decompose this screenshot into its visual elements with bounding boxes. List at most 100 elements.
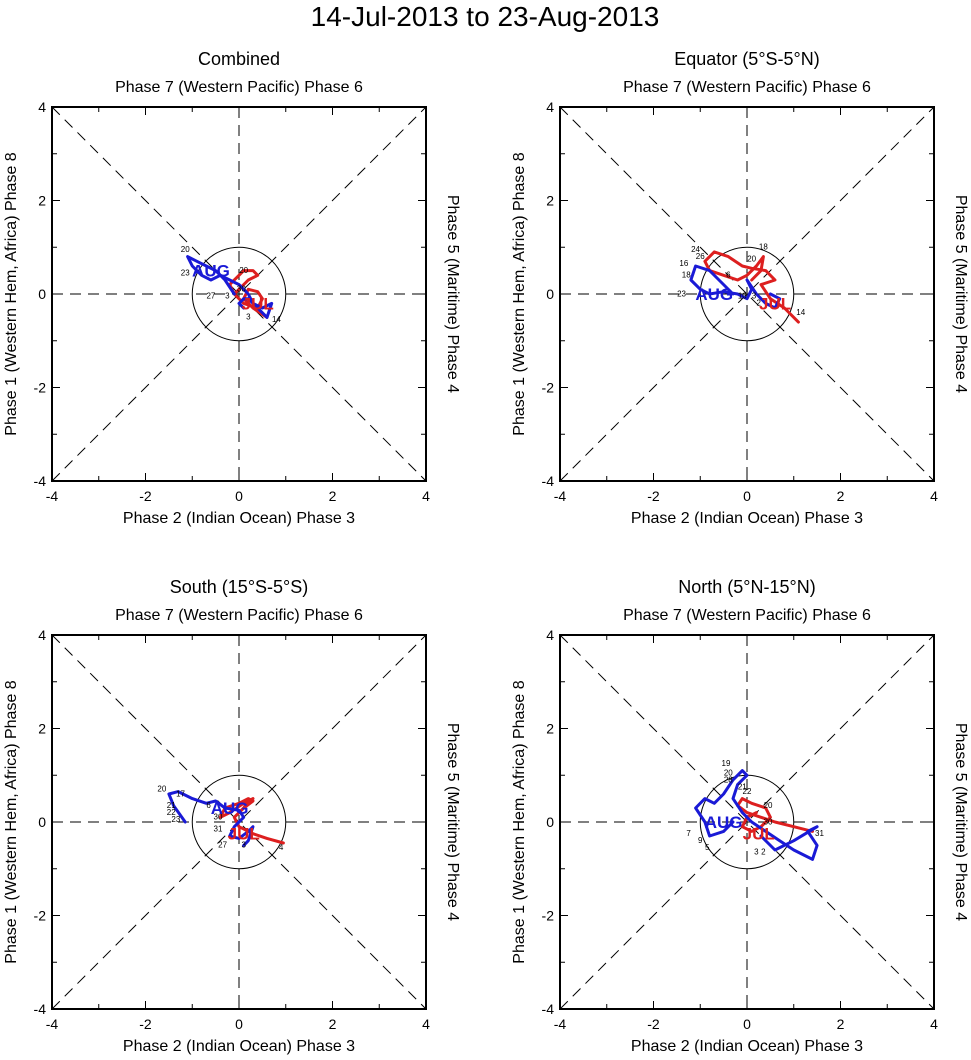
day-label: 30 — [764, 817, 773, 826]
top-phase-label: Phase 7 (Western Pacific) Phase 6 — [623, 607, 871, 624]
chart-panel: Equator (5°S-5°N) Phase 7 (Western Pacifi… — [511, 49, 969, 527]
month-label-jul: JUL — [228, 825, 260, 844]
phase-divider-diagonal — [51, 634, 427, 1010]
day-label: 31 — [214, 824, 223, 833]
x-tick-label: 0 — [743, 1016, 751, 1032]
day-label: 27 — [218, 841, 227, 850]
panel-title: South (15°S-5°S) — [170, 577, 308, 597]
x-tick-label: -4 — [46, 488, 59, 504]
day-label: 31 — [815, 829, 824, 838]
phase-divider-diagonal — [559, 106, 935, 482]
day-label: 23 — [181, 268, 190, 277]
y-tick-label: -2 — [542, 908, 555, 924]
day-label: 20 — [239, 266, 248, 275]
chart-panel: North (5°N-15°N) Phase 7 (Western Pacific… — [511, 577, 969, 1055]
top-phase-label: Phase 7 (Western Pacific) Phase 6 — [115, 607, 363, 624]
left-phase-label: Phase 1 (Western Hem, Africa) Phase 8 — [3, 680, 20, 963]
x-tick-label: 4 — [422, 1016, 430, 1032]
day-label: 3 — [246, 313, 251, 322]
top-phase-label: Phase 7 (Western Pacific) Phase 6 — [623, 79, 871, 96]
y-tick-label: -4 — [542, 473, 555, 489]
day-label: 18 — [759, 243, 768, 252]
day-label: 23 — [677, 289, 686, 298]
chart-panel: Combined Phase 7 (Western Pacific) Phase … — [3, 49, 461, 527]
day-label: 20 — [181, 245, 190, 254]
x-tick-label: 4 — [930, 1016, 938, 1032]
month-label-jul: JUL — [743, 825, 775, 844]
day-label: 2 — [761, 848, 766, 857]
y-tick-label: -4 — [542, 1001, 555, 1017]
x-tick-label: -4 — [554, 488, 567, 504]
y-tick-label: -2 — [34, 908, 47, 924]
day-label: 6 — [206, 801, 211, 810]
y-tick-label: -4 — [34, 1001, 47, 1017]
right-phase-label: Phase 5 (Maritime) Phase 4 — [444, 723, 461, 921]
day-label: 20 — [724, 768, 733, 777]
bottom-phase-label: Phase 2 (Indian Ocean) Phase 3 — [123, 1038, 355, 1055]
y-tick-label: 0 — [546, 286, 554, 302]
y-tick-label: -4 — [34, 473, 47, 489]
day-label: 18 — [682, 271, 691, 280]
day-label: 3 — [241, 841, 246, 850]
x-tick-label: -2 — [139, 1016, 152, 1032]
day-label: 4 — [279, 843, 284, 852]
x-tick-label: 0 — [235, 1016, 243, 1032]
bottom-phase-label: Phase 2 (Indian Ocean) Phase 3 — [631, 1038, 863, 1055]
month-label-aug: AUG — [211, 799, 249, 818]
amplitude-one-circle — [191, 774, 287, 870]
day-label: 2 — [756, 299, 761, 308]
phase-divider-diagonal — [559, 106, 935, 482]
phase-divider-diagonal — [51, 106, 427, 482]
panels: Combined Phase 7 (Western Pacific) Phase … — [3, 49, 969, 1055]
left-phase-label: Phase 1 (Western Hem, Africa) Phase 8 — [511, 152, 528, 435]
day-label: 24 — [691, 245, 700, 254]
day-label: 3 — [754, 848, 759, 857]
panel-title: Equator (5°S-5°N) — [674, 49, 819, 69]
series-line-jul — [736, 797, 814, 833]
y-tick-label: 4 — [546, 99, 554, 115]
series-line-aug — [689, 264, 782, 310]
day-label: 19 — [722, 759, 731, 768]
x-tick-label: 0 — [743, 488, 751, 504]
day-label: 20 — [157, 785, 166, 794]
phase-divider-diagonal — [51, 634, 427, 1010]
month-label-aug: AUG — [192, 262, 230, 281]
bottom-phase-label: Phase 2 (Indian Ocean) Phase 3 — [123, 510, 355, 527]
day-label: 22 — [743, 787, 752, 796]
y-tick-label: 4 — [38, 99, 46, 115]
y-tick-label: 0 — [546, 814, 554, 830]
chart-panel: South (15°S-5°S) Phase 7 (Western Pacific… — [3, 577, 461, 1055]
y-tick-label: 4 — [38, 627, 46, 643]
top-phase-label: Phase 7 (Western Pacific) Phase 6 — [115, 79, 363, 96]
y-tick-label: -2 — [542, 380, 555, 396]
series-line-aug — [167, 790, 255, 847]
panel-title: Combined — [198, 49, 280, 69]
bottom-phase-label: Phase 2 (Indian Ocean) Phase 3 — [631, 510, 863, 527]
y-tick-label: 0 — [38, 814, 46, 830]
day-label: 6 — [726, 271, 731, 280]
day-label: 5 — [705, 843, 710, 852]
x-tick-label: 2 — [837, 1016, 845, 1032]
x-tick-label: 4 — [422, 488, 430, 504]
day-label: 30 — [237, 285, 246, 294]
day-label: 22 — [167, 808, 176, 817]
day-label: 20 — [747, 254, 756, 263]
series-line-aug — [186, 255, 274, 319]
day-label: 20 — [764, 801, 773, 810]
y-tick-label: 4 — [546, 627, 554, 643]
day-label: 27 — [206, 292, 215, 301]
y-tick-label: 2 — [38, 193, 46, 209]
day-label: 9 — [698, 836, 703, 845]
phase-divider-diagonal — [51, 106, 427, 482]
series-line-jul — [218, 797, 285, 845]
day-label: 21 — [738, 782, 747, 791]
y-tick-label: -2 — [34, 380, 47, 396]
x-tick-label: 2 — [837, 488, 845, 504]
x-tick-label: -2 — [647, 1016, 660, 1032]
day-label: 14 — [272, 315, 281, 324]
y-tick-label: 2 — [38, 721, 46, 737]
figure-title: 14-Jul-2013 to 23-Aug-2013 — [311, 1, 660, 32]
phase-divider-diagonal — [559, 634, 935, 1010]
series-line-aug — [694, 769, 819, 861]
day-label: 21 — [167, 801, 176, 810]
